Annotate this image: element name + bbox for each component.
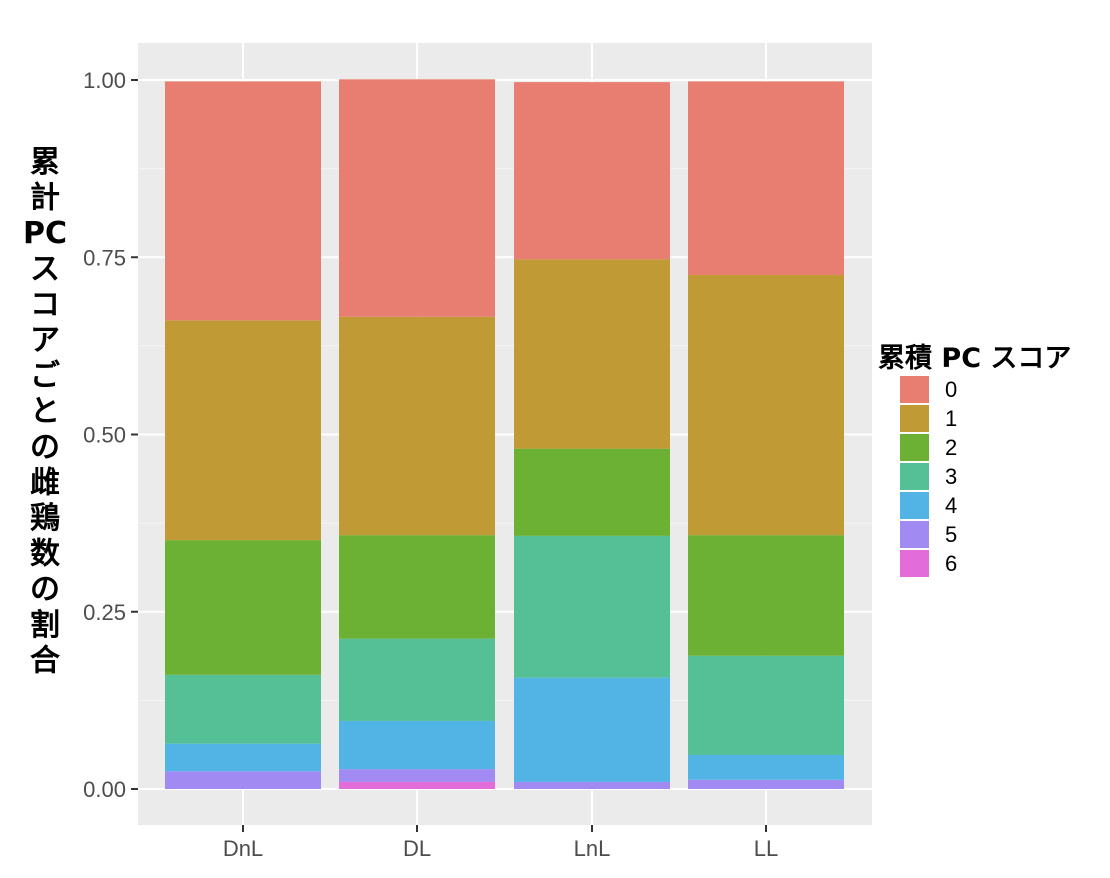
legend-key-4: [900, 492, 929, 519]
bar-segment-LL-0: [688, 81, 844, 275]
bar-segment-DL-4: [339, 720, 495, 770]
x-tick-label: LL: [754, 836, 778, 861]
legend-title: 累積 PC スコア: [878, 343, 1071, 374]
bar-segment-DL-2: [339, 535, 495, 639]
y-tick-label: 0.50: [83, 423, 126, 448]
bar-segment-LL-5: [688, 779, 844, 789]
legend: 累積 PC スコア 0 1 2 3 4 5 6: [878, 343, 1071, 577]
legend-key-5: [900, 521, 929, 548]
bar-segment-DL-0: [339, 79, 495, 317]
y-axis-label-char: と: [30, 394, 60, 429]
x-tick-label: DnL: [223, 836, 263, 861]
legend-key-3: [900, 463, 929, 490]
y-axis-label-char: 合: [30, 643, 60, 678]
bar-segment-LnL-5: [514, 781, 670, 789]
y-axis-label-char: 累: [30, 145, 60, 180]
bar-segment-DnL-4: [165, 743, 321, 772]
y-axis-label-char: 雌: [30, 465, 60, 500]
bar-segment-DnL-2: [165, 540, 321, 675]
x-tick-label: DL: [403, 836, 431, 861]
legend-label: 4: [945, 493, 957, 518]
y-axis-label-char: ご: [30, 359, 60, 394]
y-axis-label-char: 計: [30, 181, 60, 216]
legend-key-2: [900, 434, 929, 461]
legend-label: 3: [945, 464, 957, 489]
bar-segment-LL-3: [688, 655, 844, 755]
y-axis-label-char: ス: [30, 252, 60, 287]
y-tick-label: 0.75: [83, 245, 126, 270]
legend-label: 5: [945, 522, 957, 547]
legend-label: 2: [945, 435, 957, 460]
bar-segment-DnL-1: [165, 320, 321, 541]
bar-segment-LnL-3: [514, 535, 670, 678]
y-axis-label-char: コ: [30, 287, 60, 322]
bar-segment-LnL-1: [514, 259, 670, 449]
bar-segment-DL-6: [339, 781, 495, 789]
y-tick-label: 0.00: [83, 777, 126, 802]
bar-segment-DL-3: [339, 638, 495, 721]
x-tick-label: LnL: [574, 836, 611, 861]
legend-key-0: [900, 376, 929, 403]
bar-segment-DnL-0: [165, 81, 321, 321]
bar-segment-LnL-2: [514, 448, 670, 536]
y-axis-label-char: ア: [30, 323, 60, 358]
legend-label: 0: [945, 377, 957, 402]
x-axis-ticks: DnL DL LnL LL: [223, 825, 778, 861]
legend-key-1: [900, 405, 929, 432]
bar-segment-DnL-3: [165, 674, 321, 744]
y-tick-label: 0.25: [83, 600, 126, 625]
bar-segment-LL-4: [688, 754, 844, 780]
bar-segment-LL-1: [688, 274, 844, 536]
bar-segment-DL-5: [339, 769, 495, 782]
y-axis-label-char: PC: [23, 216, 67, 251]
y-axis-ticks: 0.00 0.25 0.50 0.75 1.00: [83, 68, 138, 802]
bars: [165, 79, 844, 789]
y-tick-label: 1.00: [83, 68, 126, 93]
y-axis-label-char: の: [30, 572, 60, 607]
bar-segment-LnL-0: [514, 82, 670, 260]
y-axis-label-char: 鶏: [30, 501, 60, 536]
bar-segment-LnL-4: [514, 677, 670, 782]
y-axis-label-char: 割: [30, 608, 60, 643]
legend-key-6: [900, 550, 929, 577]
bar-segment-DnL-5: [165, 771, 321, 789]
bar-segment-DL-1: [339, 316, 495, 536]
legend-label: 1: [945, 406, 957, 431]
bar-segment-LL-2: [688, 535, 844, 656]
legend-label: 6: [945, 551, 957, 576]
y-axis-label-char: の: [30, 430, 60, 465]
y-axis-label-char: 数: [30, 537, 61, 572]
